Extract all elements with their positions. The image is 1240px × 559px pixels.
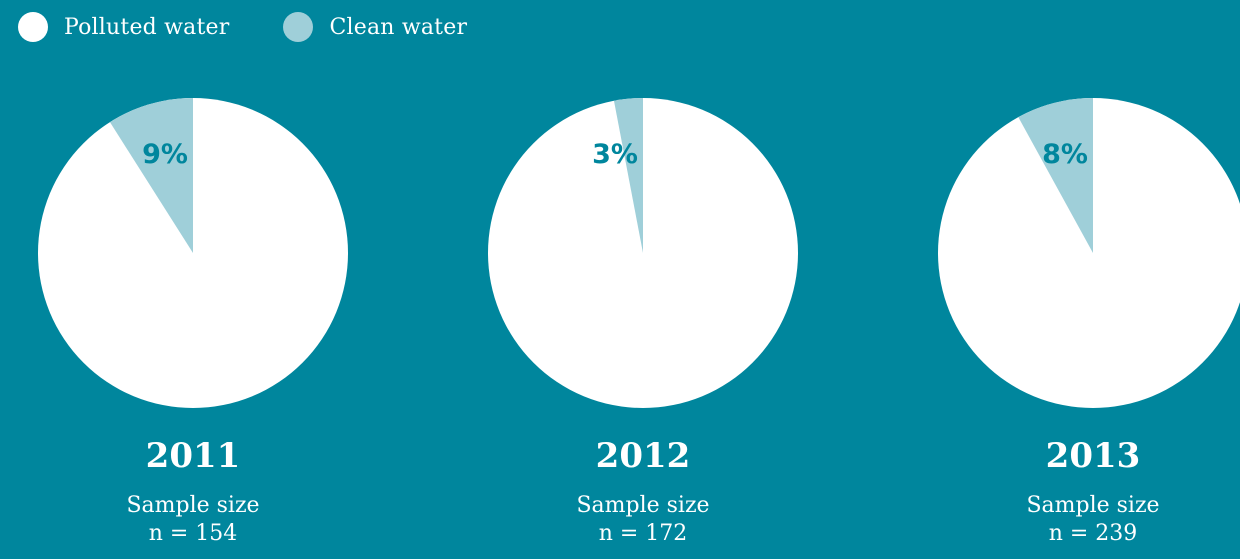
pie-slice-clean-2013	[1018, 98, 1093, 253]
sample-size-label: Sample size	[576, 493, 710, 518]
legend-item-polluted: Polluted water	[18, 12, 229, 42]
year-label: 2013	[1045, 436, 1141, 476]
pie-caption-2011: 2011 Sample size n = 154	[63, 430, 323, 548]
sample-size-value: n = 239	[1048, 521, 1138, 546]
legend-swatch-polluted	[18, 12, 48, 42]
pie-caption-2013: 2013 Sample size n = 239	[963, 430, 1223, 548]
legend-item-clean: Clean water	[283, 12, 467, 42]
pie-slice-clean-2011	[109, 98, 193, 253]
year-label: 2011	[145, 436, 241, 476]
pie-slice-polluted-2013	[938, 98, 1240, 408]
pie-caption-2012: 2012 Sample size n = 172	[513, 430, 773, 548]
pie-label-clean-2012: 3%	[592, 139, 638, 170]
sample-size-label: Sample size	[1026, 493, 1160, 518]
legend-label-clean: Clean water	[329, 14, 468, 40]
legend-swatch-clean	[283, 12, 314, 42]
pie-label-clean-2013: 8%	[1042, 139, 1088, 170]
pie-label-clean-2011: 9%	[142, 139, 188, 170]
legend-label-polluted: Polluted water	[64, 14, 230, 40]
chart-legend: Polluted water Clean water	[18, 10, 521, 44]
year-label: 2012	[595, 436, 691, 476]
pie-slice-clean-2012	[613, 98, 643, 253]
sample-size-label: Sample size	[126, 493, 260, 518]
sample-size-value: n = 154	[148, 521, 238, 546]
sample-size-value: n = 172	[598, 521, 688, 546]
